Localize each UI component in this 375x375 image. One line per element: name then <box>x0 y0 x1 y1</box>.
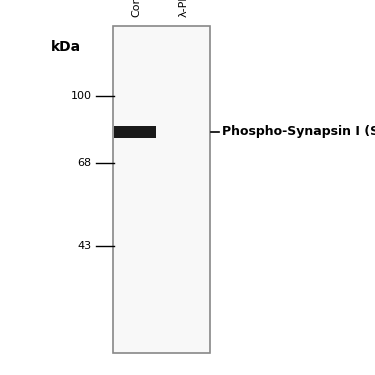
Bar <box>112 26 210 352</box>
Text: 100: 100 <box>71 91 92 101</box>
Bar <box>114 126 156 138</box>
Text: λ-Phosphatase: λ-Phosphatase <box>179 0 189 17</box>
Text: kDa: kDa <box>51 40 81 54</box>
Text: Phospho-Synapsin I (S9): Phospho-Synapsin I (S9) <box>222 126 375 138</box>
Text: Control: Control <box>132 0 142 17</box>
Text: 43: 43 <box>78 241 92 250</box>
Text: 68: 68 <box>78 158 92 168</box>
